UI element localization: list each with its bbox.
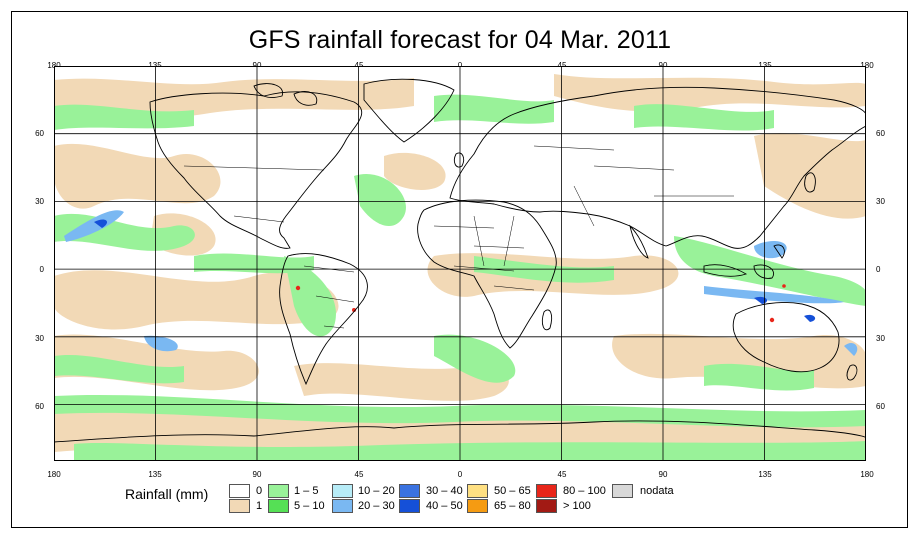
legend-swatch-7 <box>399 499 420 513</box>
lat-tick-left: 30 <box>35 334 44 343</box>
lon-tick-top: 180 <box>47 61 61 70</box>
legend-swatch-1 <box>229 499 250 513</box>
lon-tick-top: 90 <box>658 61 668 70</box>
lon-tick-bottom: 135 <box>758 470 772 479</box>
legend-swatch-12 <box>612 484 633 498</box>
lon-tick-bottom: 45 <box>354 470 364 479</box>
legend-label-12: nodata <box>640 485 674 497</box>
lat-tick-right: 0 <box>876 265 881 274</box>
lat-tick-right: 30 <box>876 197 885 206</box>
lon-tick-top: 90 <box>252 61 262 70</box>
legend-label-1: 1 <box>256 500 263 512</box>
map-title: GFS rainfall forecast for 04 Mar. 2011 <box>248 26 672 54</box>
lat-tick-left: 30 <box>35 197 44 206</box>
lon-tick-bottom: 180 <box>860 470 874 479</box>
legend-swatch-5 <box>332 499 353 513</box>
legend-swatch-4 <box>332 484 353 498</box>
legend-label-9: 65 – 80 <box>494 500 531 512</box>
lon-tick-bottom: 180 <box>47 470 61 479</box>
legend-swatch-3 <box>268 499 289 513</box>
lon-tick-bottom: 135 <box>148 470 162 479</box>
rain-20-30mm-areas <box>64 210 858 356</box>
lon-tick-top: 45 <box>354 61 364 70</box>
lat-tick-right: 60 <box>876 402 885 411</box>
graticule <box>54 66 866 461</box>
lat-tick-left: 60 <box>35 129 44 138</box>
lon-tick-top: 135 <box>758 61 772 70</box>
legend-label-0: 0 <box>256 485 263 497</box>
lat-tick-left: 0 <box>39 265 44 274</box>
lon-tick-bottom: 0 <box>457 470 463 479</box>
legend-label-4: 10 – 20 <box>358 485 395 497</box>
lat-tick-left: 60 <box>35 402 44 411</box>
rain-80-100mm-areas <box>295 284 786 323</box>
legend-label-6: 30 – 40 <box>426 485 463 497</box>
lon-tick-top: 180 <box>860 61 874 70</box>
legend-swatch-9 <box>467 499 488 513</box>
legend-label-11: > 100 <box>563 500 591 512</box>
lat-tick-right: 30 <box>876 334 885 343</box>
country-borders <box>183 145 734 329</box>
lat-tick-right: 60 <box>876 129 885 138</box>
legend-swatch-2 <box>268 484 289 498</box>
legend-label-8: 50 – 65 <box>494 485 531 497</box>
legend-swatch-8 <box>467 484 488 498</box>
figure-frame <box>11 11 908 528</box>
legend-swatch-0 <box>229 484 250 498</box>
coastlines <box>54 78 866 443</box>
legend-title: Rainfall (mm) <box>125 486 209 502</box>
lon-tick-bottom: 90 <box>252 470 262 479</box>
legend-label-7: 40 – 50 <box>426 500 463 512</box>
legend-swatch-10 <box>536 484 557 498</box>
legend-label-5: 20 – 30 <box>358 500 395 512</box>
rainfall-map <box>54 66 866 461</box>
lon-tick-bottom: 45 <box>557 470 567 479</box>
legend-swatch-11 <box>536 499 557 513</box>
map-border <box>54 66 866 461</box>
lon-tick-top: 0 <box>457 61 463 70</box>
legend-label-2: 1 – 5 <box>294 485 319 497</box>
legend-label-3: 5 – 10 <box>294 500 325 512</box>
legend-label-10: 80 – 100 <box>563 485 606 497</box>
lon-tick-bottom: 90 <box>658 470 668 479</box>
lon-tick-top: 45 <box>557 61 567 70</box>
rain-40-50mm-areas <box>94 219 816 322</box>
lon-tick-top: 135 <box>148 61 162 70</box>
legend-swatch-6 <box>399 484 420 498</box>
